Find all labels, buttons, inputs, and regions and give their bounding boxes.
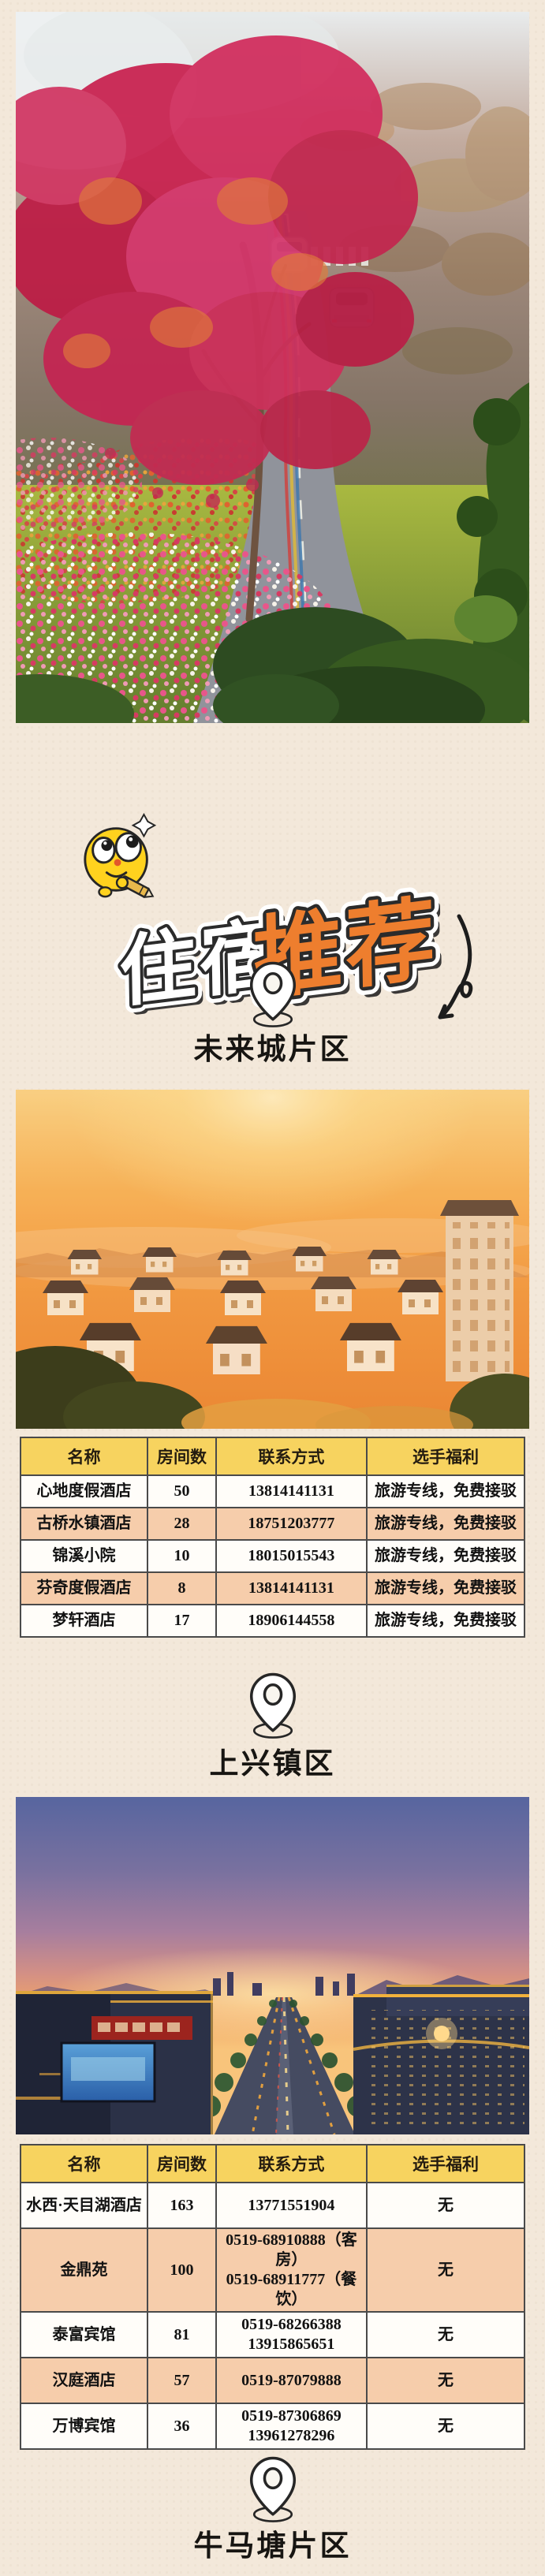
table-cell: 无 <box>365 2311 526 2358</box>
table-cell: 无 <box>365 2182 526 2229</box>
column-header: 房间数 <box>147 1437 217 1476</box>
column-header: 联系方式 <box>215 2144 368 2183</box>
table-cell: 旅游专线，免费接驳 <box>365 1604 526 1638</box>
sunset-villas-photo <box>16 1090 529 1429</box>
table-cell: 心地度假酒店 <box>19 1474 149 1508</box>
table-cell: 旅游专线，免费接驳 <box>365 1507 526 1541</box>
table-cell: 汉庭酒店 <box>19 2357 149 2404</box>
scenic-road-photo <box>16 12 529 723</box>
table-row: 芬奇度假酒店 8 13814141131 旅游专线，免费接驳 <box>19 1571 526 1605</box>
villa-houses <box>43 1247 443 1374</box>
hotel-table-shangxing: 名称 房间数 联系方式 选手福利 水西·天目湖酒店 163 13771551904 无金鼎苑 1… <box>19 2144 526 2450</box>
right-buildings <box>353 1985 529 2134</box>
table-row: 汉庭酒店 57 0519-87079888 无 <box>19 2357 526 2404</box>
table-cell: 0519-87306869 13961278296 <box>215 2403 368 2450</box>
hotel-table: 名称 房间数 联系方式 选手福利 心地度假酒店 50 13814141131 旅游专线，免费接… <box>19 1437 526 1638</box>
table-cell: 17 <box>147 1604 217 1638</box>
table-cell: 10 <box>147 1539 217 1573</box>
table-cell: 0519-87079888 <box>215 2357 368 2404</box>
table-row: 泰富宾馆 81 0519-68266388 13915865651 无 <box>19 2311 526 2358</box>
city-night-illustration <box>16 1797 529 2134</box>
table-cell: 81 <box>147 2311 217 2358</box>
table-cell: 旅游专线，免费接驳 <box>365 1571 526 1605</box>
table-cell: 无 <box>365 2403 526 2450</box>
table-cell: 金鼎苑 <box>19 2227 149 2313</box>
table-cell: 0519-68910888（客房） 0519-68911777（餐饮） <box>215 2227 368 2313</box>
column-header: 选手福利 <box>365 2144 526 2183</box>
table-row: 心地度假酒店 50 13814141131 旅游专线，免费接驳 <box>19 1474 526 1508</box>
section-label-niumatang: 牛马塘片区 <box>193 2529 352 2562</box>
column-header: 选手福利 <box>365 1437 526 1476</box>
table-cell: 13814141131 <box>215 1571 368 1605</box>
table-row: 古桥水镇酒店 28 18751203777 旅游专线，免费接驳 <box>19 1507 526 1541</box>
section-label-shangxing: 上兴镇区 <box>209 1747 336 1780</box>
location-pin-icon <box>249 2456 297 2522</box>
table-cell: 8 <box>147 1571 217 1605</box>
table-cell: 万博宾馆 <box>19 2403 149 2450</box>
table-cell: 28 <box>147 1507 217 1541</box>
table-row: 梦轩酒店 17 18906144558 旅游专线，免费接驳 <box>19 1604 526 1638</box>
smiley-emoji-icon <box>84 813 157 898</box>
table-cell: 旅游专线，免费接驳 <box>365 1539 526 1573</box>
table-cell: 梦轩酒店 <box>19 1604 149 1638</box>
table-cell: 36 <box>147 2403 217 2450</box>
column-header: 名称 <box>19 2144 149 2183</box>
table-row: 锦溪小院 10 18015015543 旅游专线，免费接驳 <box>19 1539 526 1573</box>
table-cell: 泰富宾馆 <box>19 2311 149 2358</box>
location-pin-icon <box>249 961 297 1027</box>
sunset-villas-illustration <box>16 1090 529 1429</box>
hotel-table-weilaicheng: 名称 房间数 联系方式 选手福利 心地度假酒店 50 13814141131 旅游专线，免费接… <box>19 1437 526 1638</box>
table-row: 水西·天目湖酒店 163 13771551904 无 <box>19 2182 526 2229</box>
table-row: 万博宾馆 36 0519-87306869 13961278296 无 <box>19 2403 526 2450</box>
table-cell: 18906144558 <box>215 1604 368 1638</box>
table-cell: 163 <box>147 2182 217 2229</box>
table-cell: 50 <box>147 1474 217 1508</box>
section-label-weilaicheng: 未来城片区 <box>193 1033 352 1065</box>
city-night-photo <box>16 1797 529 2134</box>
table-cell: 芬奇度假酒店 <box>19 1571 149 1605</box>
table-cell: 18751203777 <box>215 1507 368 1541</box>
scenic-road-illustration <box>16 12 529 723</box>
table-cell: 水西·天目湖酒店 <box>19 2182 149 2229</box>
title-word1: 住宿 <box>118 910 279 1016</box>
table-cell: 57 <box>147 2357 217 2404</box>
location-pin-icon <box>249 1672 297 1739</box>
left-buildings <box>16 1991 213 2134</box>
table-cell: 无 <box>365 2357 526 2404</box>
table-row: 金鼎苑 100 0519-68910888（客房） 0519-68911777（餐饮… <box>19 2227 526 2313</box>
table-cell: 13814141131 <box>215 1474 368 1508</box>
hotel-table: 名称 房间数 联系方式 选手福利 水西·天目湖酒店 163 13771551904 无金鼎苑 1… <box>19 2144 526 2450</box>
table-cell: 100 <box>147 2227 217 2313</box>
column-header: 房间数 <box>147 2144 217 2183</box>
table-cell: 无 <box>365 2227 526 2313</box>
tall-building <box>440 1200 519 1381</box>
table-cell: 13771551904 <box>215 2182 368 2229</box>
table-cell: 旅游专线，免费接驳 <box>365 1474 526 1508</box>
table-cell: 古桥水镇酒店 <box>19 1507 149 1541</box>
column-header: 联系方式 <box>215 1437 368 1476</box>
table-cell: 0519-68266388 13915865651 <box>215 2311 368 2358</box>
table-cell: 锦溪小院 <box>19 1539 149 1573</box>
table-cell: 18015015543 <box>215 1539 368 1573</box>
curly-arrow-icon <box>438 914 473 1020</box>
column-header: 名称 <box>19 1437 149 1476</box>
